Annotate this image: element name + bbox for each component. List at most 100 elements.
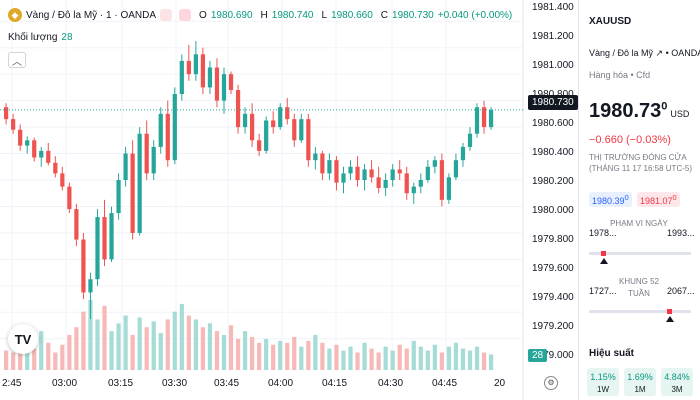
high-key: H [260,9,268,21]
candle-body [235,90,241,128]
price-main: 1980.73 [589,100,662,122]
high-value: 1980.740 [271,9,314,21]
symbol-name[interactable]: XAUUSD [589,16,632,27]
ask-value: 1981.07 [640,196,673,206]
volume-bar [355,352,360,370]
volume-bar [88,300,93,370]
volume-bar [488,354,494,370]
close-value: 1980.730 [392,9,434,21]
volume-bar [179,303,184,370]
volume-bar [95,319,100,370]
volume-bar [242,331,248,370]
close-key: C [380,9,389,21]
day-range-track [589,252,691,255]
candle-body [102,217,107,260]
volume-bar [235,338,241,370]
symbol-subtitle: Vàng / Đô la Mỹ [589,48,654,58]
legend-title[interactable]: Vàng / Đô la Mỹ · 1 · OANDA [26,9,157,21]
volume-bar [348,346,353,370]
volume-bar [116,323,121,370]
volume-bar [362,342,367,370]
volume-bar [467,350,473,370]
volume-bar [285,342,290,370]
day-range-pointer-icon [600,258,608,264]
candle-body [242,113,248,128]
volume-bar [228,325,234,370]
volume-legend[interactable]: Khối lượng 28 [8,32,73,43]
performance-value: 4.84% [664,372,690,382]
bid-price[interactable]: 1980.390 [589,192,632,207]
external-link-icon[interactable]: ↗ [655,48,664,58]
change-value: +0.040 (+0.00%) [437,9,513,21]
market-status-line2: (THÁNG 11 17 16:58 UTC-5) [589,164,692,173]
candle-body [123,153,128,180]
compare-icon[interactable] [179,9,192,21]
candle-body [432,160,437,167]
candle-body [383,180,388,188]
volume-bar [292,336,297,370]
volume-label: Khối lượng [8,32,58,43]
volume-bar [123,315,128,370]
candlestick-chart[interactable] [0,0,578,400]
price-tick-label: 1979.200 [532,321,574,332]
candle-body [11,119,16,130]
candle-body [306,119,311,161]
volume-bar [165,319,170,370]
price-tick-label: 1980.600 [532,118,574,129]
performance-1w[interactable]: 1.15% 1W [587,368,619,396]
time-tick-label: 20 [494,378,506,389]
volume-bar [341,350,346,370]
volume-bar [214,331,220,370]
exchange-name[interactable]: OANDA [671,48,700,58]
candle-body [257,140,262,151]
performance-title: Hiệu suất [589,348,635,359]
performance-period: 1W [597,385,609,394]
price-tick-label: 1980.200 [532,176,574,187]
volume-bar [313,335,318,370]
volume-bar [299,346,304,370]
volume-bar [453,342,459,370]
tradingview-logo-icon[interactable]: TV [8,324,38,354]
volume-bar [172,311,177,370]
week-range-low: 1727... [589,286,617,296]
volume-bar [221,335,227,370]
volume-bar [474,346,480,370]
flag-icon[interactable] [160,9,173,21]
candle-body [116,180,121,214]
ask-price[interactable]: 1981.070 [637,192,680,207]
performance-3m[interactable]: 4.84% 3M [661,368,693,396]
candle-body [467,133,473,147]
performance-1m[interactable]: 1.69% 1M [624,368,656,396]
low-value: 1980.660 [331,9,373,21]
volume-bar [257,342,262,370]
price-tick-label: 1981.200 [532,31,574,42]
candle-body [228,74,234,91]
price-tick-label: 1979.800 [532,234,574,245]
volume-bar [425,350,430,370]
time-tick-label: 2:45 [2,378,22,389]
candle-body [207,67,213,88]
candle-body [32,140,37,158]
candle-body [74,209,79,240]
candle-body [137,133,142,233]
symbol-category: Hàng hóa • Cfd [589,70,651,80]
volume-bar [193,319,198,370]
candle-body [144,133,149,174]
performance-period: 3M [671,385,683,394]
week-range-caption: KHUNG 52 TUẦN [618,277,659,298]
candle-body [25,140,30,146]
collapse-legend-button[interactable]: ︿ [8,52,26,68]
volume-bar [144,327,149,370]
volume-bar [411,340,416,370]
volume-bar [4,350,9,370]
settings-icon[interactable]: ⚙ [544,376,558,390]
open-value: 1980.690 [210,9,253,21]
chevron-up-icon: ︿ [12,56,22,68]
chart-area[interactable]: ◆ Vàng / Đô la Mỹ · 1 · OANDA O 1980.690 … [0,0,578,400]
candle-body [172,94,177,161]
volume-bar [264,338,269,370]
time-tick-label: 03:00 [52,378,78,389]
performance-value: 1.69% [627,372,653,382]
open-key: O [199,9,207,21]
volume-bar [481,352,487,370]
